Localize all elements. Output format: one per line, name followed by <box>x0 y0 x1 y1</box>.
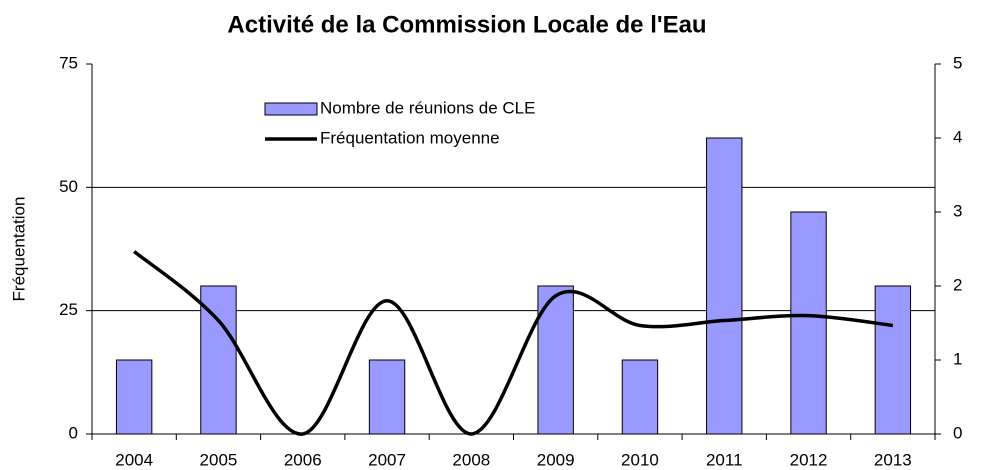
x-tick-label: 2009 <box>537 450 575 469</box>
x-tick-label: 2012 <box>790 450 828 469</box>
y2-tick-label: 3 <box>953 201 962 220</box>
y2-tick-label: 4 <box>953 127 962 146</box>
y-tick-label: 0 <box>69 423 78 442</box>
x-tick-label: 2005 <box>200 450 238 469</box>
y2-tick-label: 2 <box>953 275 962 294</box>
x-tick-label: 2006 <box>284 450 322 469</box>
bar <box>874 285 912 435</box>
bar <box>706 137 743 435</box>
line <box>133 250 894 436</box>
legend-label: Nombre de réunions de CLE <box>320 98 535 117</box>
bar <box>115 359 153 435</box>
x-tick-label: 2013 <box>874 450 912 469</box>
x-tick-label: 2007 <box>368 450 406 469</box>
y2-tick-label: 0 <box>953 423 962 442</box>
x-tick-label: 2004 <box>115 450 153 469</box>
legend-swatch <box>264 102 318 116</box>
legend-label: Fréquentation moyenne <box>320 128 500 147</box>
bar <box>368 359 406 435</box>
bar <box>790 211 827 435</box>
y2-tick-label: 1 <box>953 349 962 368</box>
y-tick-label: 50 <box>59 177 78 196</box>
x-tick-label: 2010 <box>621 450 659 469</box>
y2-tick-label: 5 <box>953 53 962 72</box>
y-tick-label: 75 <box>59 53 78 72</box>
y-axis-label: Fréquentation <box>9 197 28 302</box>
bar <box>621 359 659 435</box>
y-tick-label: 25 <box>59 300 78 319</box>
x-tick-label: 2008 <box>452 450 490 469</box>
chart-title: Activité de la Commission Locale de l'Ea… <box>227 11 706 38</box>
x-tick-label: 2011 <box>706 450 743 469</box>
